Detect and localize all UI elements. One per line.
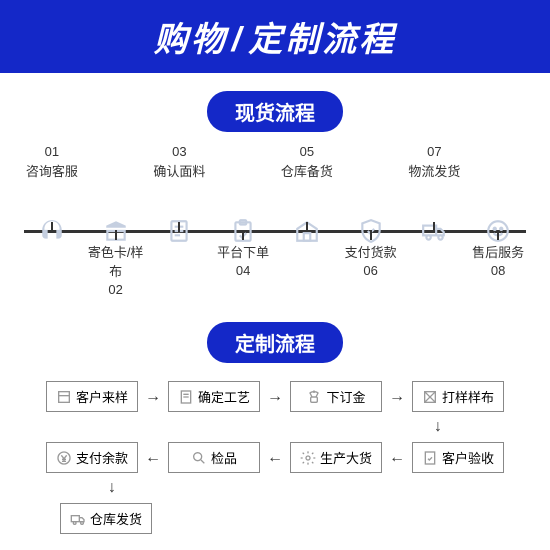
step-num: 05 bbox=[275, 144, 339, 159]
arrow-left-icon: ← bbox=[382, 449, 412, 467]
tick bbox=[51, 222, 53, 232]
flow-label: 打样样布 bbox=[442, 387, 494, 406]
fabric-icon bbox=[422, 389, 438, 405]
step-num: 01 bbox=[20, 144, 84, 159]
step-top-01: 01 咨询客服 bbox=[20, 144, 84, 180]
section2-badge-wrap: 定制流程 bbox=[0, 304, 550, 375]
tick bbox=[370, 230, 372, 240]
flow-label: 确定工艺 bbox=[198, 387, 250, 406]
timeline-step-04: 平台下单 04 bbox=[211, 194, 275, 244]
flow-label: 客户来样 bbox=[76, 387, 128, 406]
flow-label: 支付余款 bbox=[76, 448, 128, 467]
flow-box-ship: 仓库发货 bbox=[60, 503, 152, 534]
flow-label: 下订金 bbox=[326, 387, 365, 406]
timeline-step-06: 支付货款 06 bbox=[339, 194, 403, 244]
sample-icon bbox=[56, 389, 72, 405]
step-num: 02 bbox=[84, 282, 148, 297]
tick bbox=[306, 222, 308, 232]
timeline-step-02: 寄色卡/样布 02 bbox=[84, 194, 148, 244]
step-label: 仓库备货 bbox=[275, 161, 339, 180]
step-bottom-06: 支付货款 06 bbox=[339, 242, 403, 278]
tick bbox=[433, 222, 435, 232]
step-num: 08 bbox=[466, 263, 530, 278]
stock-timeline: 01 咨询客服 寄色卡/样布 02 03 确认面料 bbox=[0, 144, 550, 304]
flow-label: 仓库发货 bbox=[90, 509, 142, 528]
step-label: 咨询客服 bbox=[20, 161, 84, 180]
arrow-right-icon: → bbox=[138, 388, 168, 406]
arrow-left-icon: ← bbox=[138, 449, 168, 467]
flow-box-accept: 客户验收 bbox=[412, 442, 504, 473]
arrow-right-icon: → bbox=[382, 388, 412, 406]
flow-row-3: 仓库发货 bbox=[40, 503, 510, 534]
tick bbox=[242, 230, 244, 240]
custom-flowchart: 客户来样 → 确定工艺 → 下订金 → 打样样布 ↓ 支付余款 ← 检品 ← 生… bbox=[0, 381, 550, 534]
flow-box-inspect: 检品 bbox=[168, 442, 260, 473]
timeline-step-07: 07 物流发货 bbox=[403, 194, 467, 244]
timeline-step-01: 01 咨询客服 bbox=[20, 194, 84, 244]
arrow-right-icon: → bbox=[260, 388, 290, 406]
check-doc-icon bbox=[422, 450, 438, 466]
step-top-03: 03 确认面料 bbox=[148, 144, 212, 180]
gear-icon bbox=[300, 450, 316, 466]
flow-row-1: 客户来样 → 确定工艺 → 下订金 → 打样样布 bbox=[40, 381, 510, 412]
timeline-steps: 01 咨询客服 寄色卡/样布 02 03 确认面料 bbox=[20, 194, 530, 244]
truck-icon bbox=[70, 511, 86, 527]
header-title-b: 定制流程 bbox=[248, 21, 396, 59]
timeline-step-03: 03 确认面料 bbox=[148, 194, 212, 244]
flow-row-2: 支付余款 ← 检品 ← 生产大货 ← 客户验收 bbox=[40, 442, 510, 473]
flow-box-produce: 生产大货 bbox=[290, 442, 382, 473]
flow-label: 生产大货 bbox=[320, 448, 372, 467]
arrow-left-icon: ← bbox=[260, 449, 290, 467]
arrow-down-icon: ↓ bbox=[40, 418, 510, 436]
step-label: 平台下单 bbox=[211, 242, 275, 261]
step-label: 物流发货 bbox=[403, 161, 467, 180]
step-num: 03 bbox=[148, 144, 212, 159]
timeline-step-08: 售后服务 08 bbox=[466, 194, 530, 244]
header-title-a: 购物 bbox=[154, 21, 228, 59]
step-bottom-08: 售后服务 08 bbox=[466, 242, 530, 278]
step-num: 06 bbox=[339, 263, 403, 278]
flow-box-balance: 支付余款 bbox=[46, 442, 138, 473]
step-num: 04 bbox=[211, 263, 275, 278]
step-label: 售后服务 bbox=[466, 242, 530, 261]
yen-icon bbox=[56, 450, 72, 466]
search-icon bbox=[191, 450, 207, 466]
step-top-07: 07 物流发货 bbox=[403, 144, 467, 180]
page-header: 购物/定制流程 bbox=[0, 0, 550, 73]
step-label: 支付货款 bbox=[339, 242, 403, 261]
section2-badge: 定制流程 bbox=[207, 322, 343, 363]
tick bbox=[115, 230, 117, 240]
flow-box-deposit: 下订金 bbox=[290, 381, 382, 412]
arrow-down-icon: ↓ bbox=[40, 479, 510, 497]
document-icon bbox=[178, 389, 194, 405]
flow-label: 检品 bbox=[211, 448, 237, 467]
header-slash: / bbox=[232, 21, 244, 59]
tick bbox=[497, 230, 499, 240]
money-icon bbox=[306, 389, 322, 405]
flow-box-sample: 客户来样 bbox=[46, 381, 138, 412]
section1-badge: 现货流程 bbox=[207, 91, 343, 132]
step-top-05: 05 仓库备货 bbox=[275, 144, 339, 180]
flow-box-proto: 打样样布 bbox=[412, 381, 504, 412]
step-bottom-02: 寄色卡/样布 02 bbox=[84, 242, 148, 297]
step-label: 寄色卡/样布 bbox=[84, 242, 148, 280]
tick bbox=[178, 222, 180, 232]
step-bottom-04: 平台下单 04 bbox=[211, 242, 275, 278]
timeline-step-05: 05 仓库备货 bbox=[275, 194, 339, 244]
flow-label: 客户验收 bbox=[442, 448, 494, 467]
flow-box-craft: 确定工艺 bbox=[168, 381, 260, 412]
section1-badge-wrap: 现货流程 bbox=[0, 73, 550, 144]
step-label: 确认面料 bbox=[148, 161, 212, 180]
step-num: 07 bbox=[403, 144, 467, 159]
